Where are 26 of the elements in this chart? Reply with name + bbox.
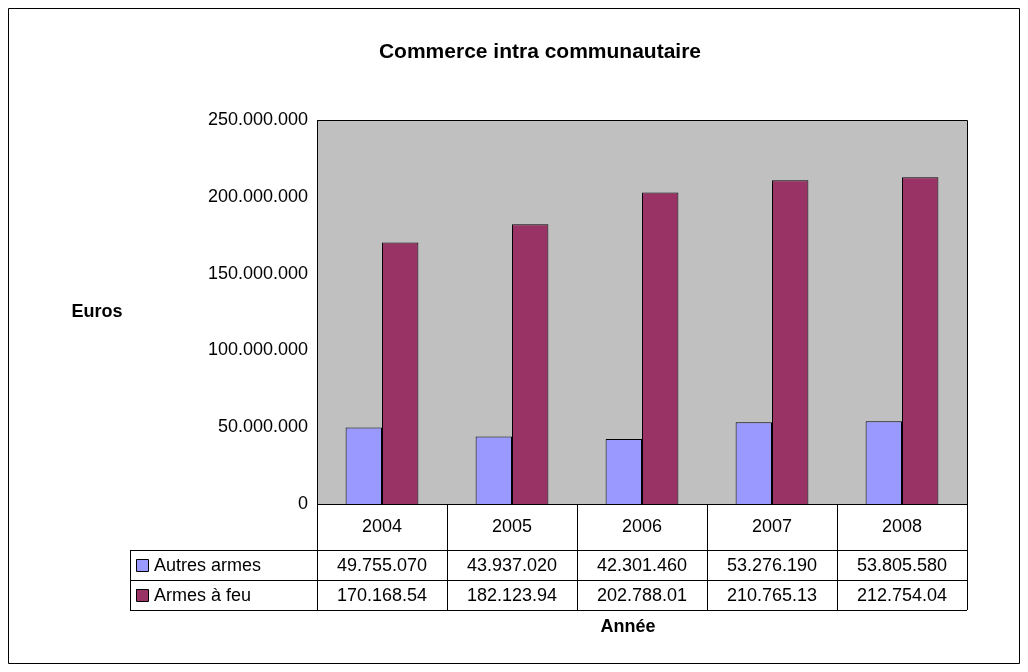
y-tick-label: 50.000.000 (217, 416, 308, 437)
y-tick-label: 100.000.000 (207, 339, 308, 360)
x-tick-label: 2008 (881, 515, 923, 536)
y-tick-label: 150.000.000 (207, 262, 308, 283)
data-label: 212.754.04 (856, 584, 948, 605)
data-label: 53.276.190 (726, 554, 818, 575)
y-tick-label: 0 (297, 492, 308, 513)
y-tick-label: 250.000.000 (207, 108, 308, 129)
x-tick-label: 2004 (361, 515, 403, 536)
chart-title: Commerce intra communautaire (378, 38, 702, 62)
x-tick-label: 2007 (751, 515, 793, 536)
legend-label: Armes à feu (154, 584, 252, 605)
data-label: 182.123.94 (466, 584, 558, 605)
data-label: 53.805.580 (856, 554, 948, 575)
legend-label: Autres armes (154, 554, 262, 575)
data-label: 43.937.020 (466, 554, 558, 575)
x-axis-title: Année (600, 615, 656, 636)
x-tick-label: 2006 (621, 515, 663, 536)
x-tick-label: 2005 (491, 515, 533, 536)
data-label: 210.765.13 (726, 584, 818, 605)
data-label: 42.301.460 (596, 554, 688, 575)
data-label: 202.788.01 (596, 584, 688, 605)
y-tick-label: 200.000.000 (207, 185, 308, 206)
data-label: 170.168.54 (336, 584, 428, 605)
data-label: 49.755.070 (336, 554, 428, 575)
y-axis-title: Euros (71, 300, 123, 321)
